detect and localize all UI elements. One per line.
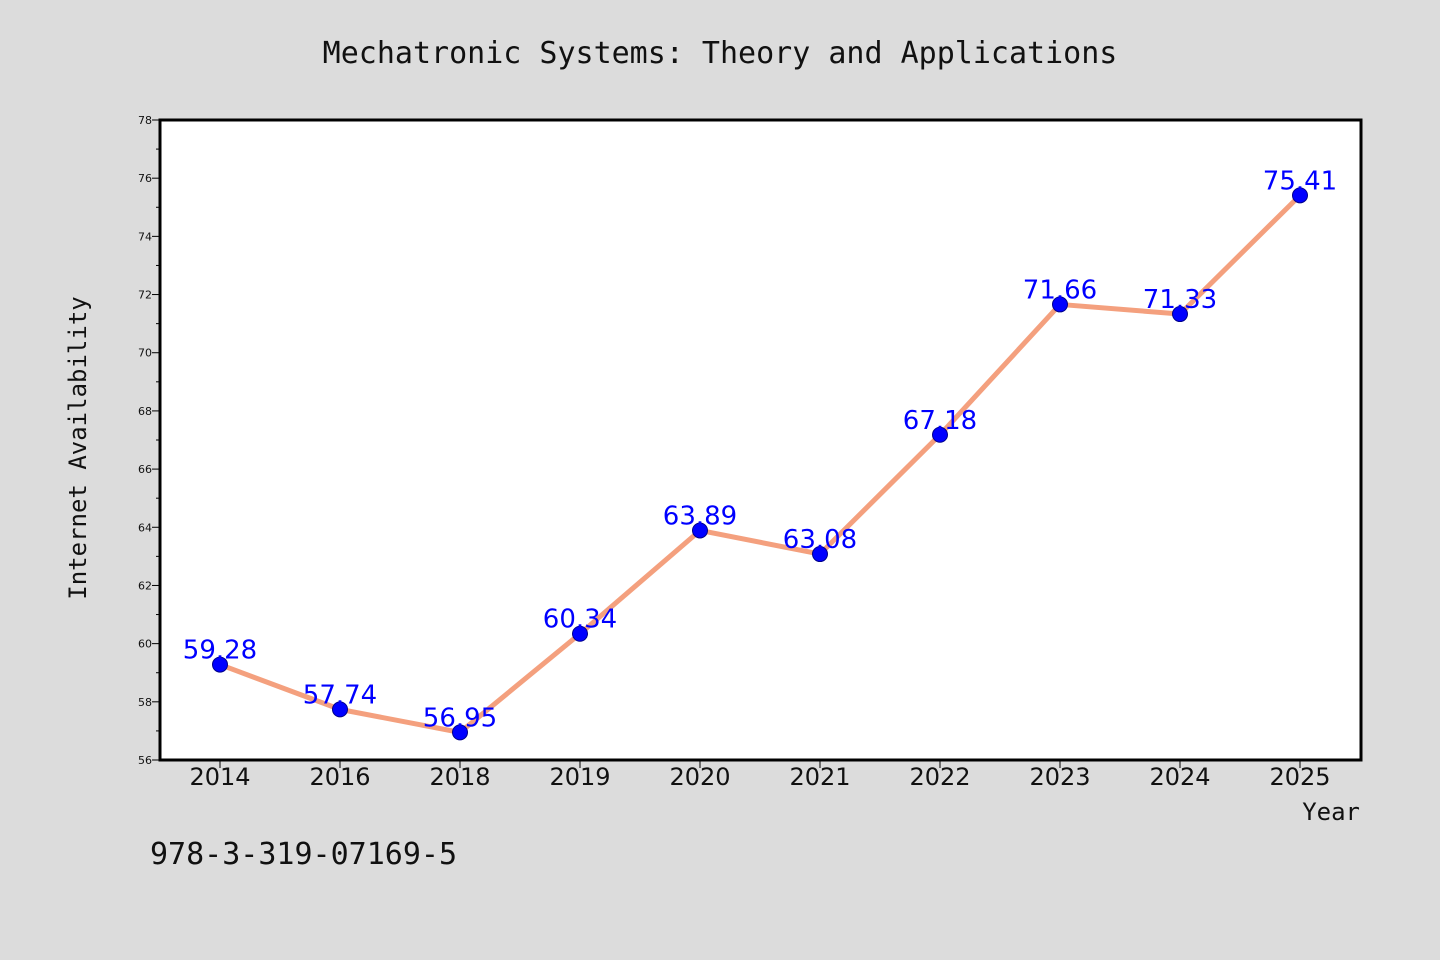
data-label: 63.08	[783, 525, 857, 555]
data-label: 71.33	[1143, 285, 1217, 315]
data-point	[572, 625, 588, 642]
y-tick-label: 70	[138, 347, 152, 360]
data-point	[452, 724, 468, 741]
x-tick-label: 2021	[789, 763, 850, 791]
x-axis-label: Year	[1302, 798, 1360, 826]
data-point	[812, 546, 828, 563]
y-tick-label: 56	[138, 754, 152, 767]
data-label: 60.34	[543, 605, 617, 635]
y-tick-label: 60	[138, 638, 152, 651]
y-axis: 56 58 60 62 64 66 68 70 72 74 76 78	[138, 114, 160, 767]
x-tick-label: 2025	[1269, 763, 1330, 791]
x-tick-label: 2020	[669, 763, 730, 791]
x-tick-label: 2023	[1029, 763, 1090, 791]
data-label: 57.74	[303, 680, 377, 710]
x-tick-label: 2019	[549, 763, 610, 791]
data-label: 75.41	[1263, 166, 1337, 196]
y-tick-label: 78	[138, 114, 152, 127]
chart-title: Mechatronic Systems: Theory and Applicat…	[323, 36, 1118, 71]
data-point	[1292, 187, 1308, 204]
y-tick-label: 68	[138, 405, 152, 418]
data-label: 56.95	[423, 703, 497, 733]
x-tick-label: 2014	[189, 763, 250, 791]
plot-area	[158, 118, 1363, 762]
data-label: 71.66	[1023, 275, 1097, 305]
y-tick-label: 74	[138, 230, 152, 243]
y-tick-label: 58	[138, 696, 152, 709]
data-point	[212, 656, 228, 673]
y-tick-label: 62	[138, 579, 152, 592]
data-label: 63.89	[663, 501, 737, 531]
y-tick-label: 66	[138, 463, 152, 476]
data-point	[1172, 306, 1188, 323]
series-group: 59.28 57.74 56.95 60.34 63.89 63.08 67.18 71.66…	[183, 166, 1337, 741]
y-tick-label: 72	[138, 289, 152, 302]
data-label: 59.28	[183, 636, 257, 666]
data-point	[332, 701, 348, 718]
x-tick-label: 2016	[309, 763, 370, 791]
data-point	[1052, 296, 1068, 313]
data-point	[692, 522, 708, 539]
x-tick-label: 2024	[1149, 763, 1210, 791]
data-point	[932, 426, 948, 443]
isbn-text: 978-3-319-07169-5	[150, 837, 457, 872]
x-tick-label: 2018	[429, 763, 490, 791]
y-tick-label: 76	[138, 172, 152, 185]
x-tick-label: 2022	[909, 763, 970, 791]
x-axis: 2014 2016 2018 2019 2020 2021 2022 2023 2024 2025	[189, 760, 1331, 791]
y-axis-label: Internet Availability	[64, 296, 92, 599]
y-tick-label: 64	[138, 521, 152, 534]
series-line	[217, 192, 1303, 735]
data-label: 67.18	[903, 406, 977, 436]
